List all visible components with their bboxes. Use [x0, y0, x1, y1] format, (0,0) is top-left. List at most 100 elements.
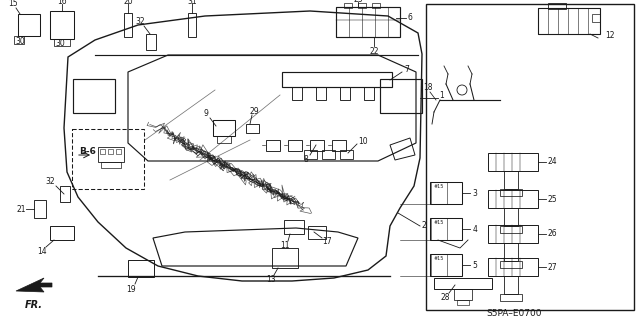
Bar — [504, 243, 518, 261]
Text: 4: 4 — [472, 225, 477, 234]
Text: 29: 29 — [249, 107, 259, 115]
Text: FR.: FR. — [25, 300, 43, 310]
Text: #15: #15 — [434, 220, 444, 225]
Bar — [592, 14, 600, 22]
Bar — [246, 124, 259, 133]
Bar — [322, 150, 335, 159]
Bar — [34, 200, 46, 218]
Bar — [217, 136, 231, 143]
Bar — [364, 87, 374, 100]
Bar — [272, 248, 298, 268]
Bar — [344, 3, 352, 8]
Text: 6: 6 — [408, 13, 412, 23]
Bar — [213, 120, 235, 136]
Bar — [358, 3, 366, 8]
Text: 28: 28 — [440, 293, 450, 302]
Text: 1: 1 — [440, 92, 444, 100]
Text: 18: 18 — [423, 84, 433, 93]
Text: 31: 31 — [187, 0, 197, 5]
Text: 5: 5 — [472, 261, 477, 270]
Bar — [504, 276, 518, 294]
Bar — [434, 278, 492, 289]
Text: #15: #15 — [434, 184, 444, 189]
Bar — [340, 87, 350, 100]
Text: 19: 19 — [126, 285, 136, 293]
Bar — [14, 36, 24, 44]
Text: 22: 22 — [369, 47, 379, 56]
Text: 15: 15 — [8, 0, 18, 9]
Bar — [340, 150, 353, 159]
Bar — [54, 39, 70, 46]
Bar — [504, 208, 518, 226]
Bar — [500, 261, 522, 268]
Text: 9: 9 — [204, 109, 209, 118]
Bar — [288, 140, 302, 151]
Bar — [430, 218, 462, 240]
Text: #15: #15 — [434, 256, 444, 261]
Text: 25: 25 — [547, 195, 557, 204]
Text: 23: 23 — [353, 0, 363, 4]
Text: 20: 20 — [123, 0, 133, 6]
Bar — [124, 13, 132, 37]
Bar — [488, 153, 538, 171]
Bar — [116, 149, 121, 154]
Text: 24: 24 — [547, 158, 557, 167]
Text: B-6: B-6 — [79, 147, 97, 157]
Text: 30: 30 — [55, 40, 65, 48]
Text: 8: 8 — [303, 154, 308, 164]
Bar — [548, 3, 566, 9]
Bar — [500, 226, 522, 233]
Text: 14: 14 — [37, 247, 47, 256]
Text: 7: 7 — [404, 64, 410, 73]
Text: 3: 3 — [472, 189, 477, 197]
Bar — [372, 3, 380, 8]
Bar — [430, 254, 462, 276]
Bar — [284, 220, 304, 234]
Bar — [50, 11, 74, 39]
Polygon shape — [16, 278, 52, 292]
Text: 32: 32 — [135, 18, 145, 26]
Bar — [336, 7, 400, 37]
Bar — [128, 260, 154, 277]
Bar — [488, 190, 538, 208]
Bar — [100, 149, 105, 154]
Text: 12: 12 — [605, 32, 615, 41]
Text: 2: 2 — [422, 221, 426, 231]
Text: 11: 11 — [280, 241, 290, 249]
Bar — [304, 150, 317, 159]
Bar — [430, 182, 462, 204]
Text: S5PA–E0700: S5PA–E0700 — [486, 308, 541, 317]
Text: 27: 27 — [547, 263, 557, 271]
Bar — [500, 294, 522, 301]
Text: 17: 17 — [322, 238, 332, 247]
Bar — [457, 300, 469, 305]
Text: 13: 13 — [266, 275, 276, 284]
Bar — [146, 34, 156, 50]
Bar — [316, 87, 326, 100]
Bar — [188, 13, 196, 37]
Bar — [308, 226, 326, 239]
Text: 10: 10 — [358, 137, 368, 145]
Bar — [18, 14, 40, 36]
Bar — [332, 140, 346, 151]
Bar — [504, 171, 518, 189]
Bar — [50, 226, 74, 240]
Bar — [454, 289, 472, 300]
Bar — [292, 87, 302, 100]
Bar — [380, 79, 422, 113]
Text: 26: 26 — [547, 229, 557, 239]
Text: 32: 32 — [45, 177, 55, 187]
Bar — [101, 162, 121, 168]
Bar — [73, 79, 115, 113]
Bar — [538, 8, 600, 34]
Text: 30: 30 — [15, 38, 25, 47]
Bar — [310, 140, 324, 151]
Bar — [98, 147, 124, 162]
Bar — [282, 72, 392, 87]
Bar — [266, 140, 280, 151]
Text: 21: 21 — [16, 204, 26, 213]
Bar — [488, 225, 538, 243]
Bar — [500, 189, 522, 196]
Bar — [488, 258, 538, 276]
Bar — [426, 4, 634, 310]
